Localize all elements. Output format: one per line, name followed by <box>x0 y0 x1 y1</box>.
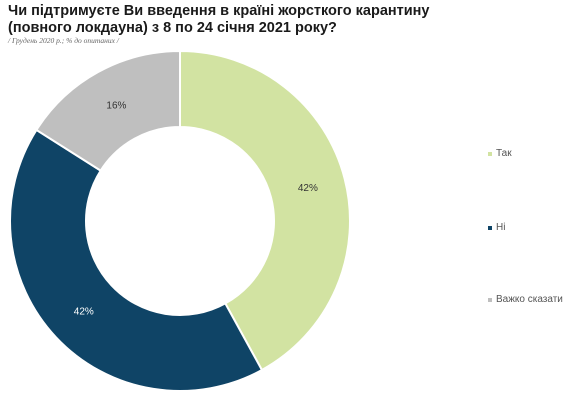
donut-slice-1 <box>9 128 264 392</box>
chart-title-line-2: (повного локдауна) з 8 по 24 січня 2021 … <box>8 20 337 36</box>
slice-value-label-0: 42% <box>298 183 318 194</box>
legend-item-0: Так <box>488 148 512 159</box>
slice-value-label-2: 16% <box>106 100 126 111</box>
legend-item-2: Важко сказати <box>488 294 563 305</box>
legend-label-2: Важко сказати <box>496 294 563 305</box>
chart-title-line-1: Чи підтримуєте Ви введення в країні жорс… <box>8 3 430 19</box>
legend-swatch-1 <box>488 225 492 230</box>
donut-slice-2 <box>35 49 181 173</box>
legend-swatch-2 <box>488 297 492 302</box>
slice-value-label-1: 42% <box>74 306 94 317</box>
chart-subtitle: / Грудень 2020 р.; % до опитаних / <box>8 36 119 45</box>
donut-slice-0 <box>179 49 351 372</box>
legend-swatch-0 <box>488 151 492 156</box>
chart-title: Чи підтримуєте Ви введення в країні жорс… <box>8 3 478 37</box>
legend-label-1: Ні <box>496 222 506 233</box>
legend-item-1: Ні <box>488 222 505 233</box>
legend-label-0: Так <box>496 148 512 159</box>
